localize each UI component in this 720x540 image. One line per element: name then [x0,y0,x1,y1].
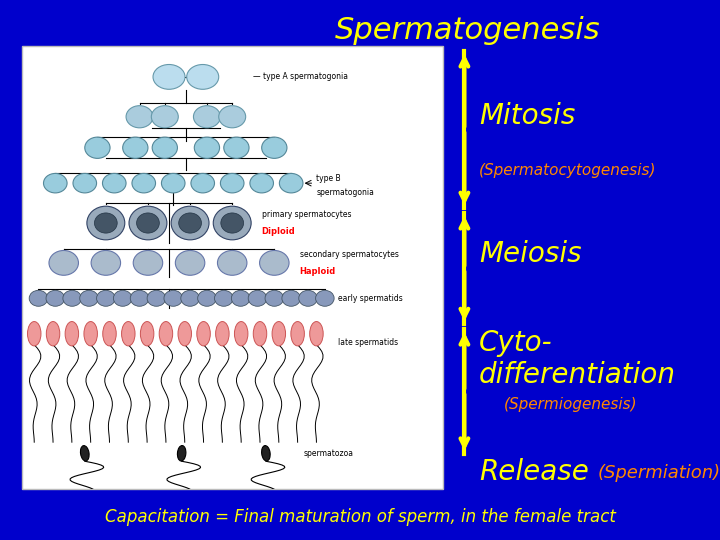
Text: late spermatids: late spermatids [338,338,397,347]
Ellipse shape [310,321,323,346]
Text: Mitosis: Mitosis [479,102,575,130]
Ellipse shape [224,137,249,158]
Ellipse shape [250,173,274,193]
Ellipse shape [194,137,220,158]
Text: spermatozoa: spermatozoa [304,449,354,458]
Ellipse shape [43,173,67,193]
Ellipse shape [114,291,132,306]
Ellipse shape [248,291,266,306]
Ellipse shape [130,291,149,306]
Ellipse shape [94,213,117,233]
Text: Diploid: Diploid [261,227,295,237]
Ellipse shape [260,251,289,275]
Ellipse shape [46,291,65,306]
Text: early spermatids: early spermatids [338,294,402,303]
Ellipse shape [299,291,318,306]
Text: secondary spermatocytes: secondary spermatocytes [300,249,398,259]
Ellipse shape [282,291,300,306]
Ellipse shape [197,321,210,346]
Ellipse shape [191,173,215,193]
Ellipse shape [126,106,153,128]
Ellipse shape [46,321,60,346]
Ellipse shape [49,251,78,275]
Ellipse shape [261,446,270,461]
Ellipse shape [96,291,115,306]
Ellipse shape [231,291,250,306]
Ellipse shape [265,291,284,306]
Ellipse shape [176,251,204,275]
Ellipse shape [73,173,96,193]
Ellipse shape [63,291,81,306]
Text: Capacitation = Final maturation of sperm, in the female tract: Capacitation = Final maturation of sperm… [104,509,616,526]
Text: Release: Release [479,458,589,487]
Ellipse shape [122,321,135,346]
Text: (Spermiogenesis): (Spermiogenesis) [504,397,638,413]
Ellipse shape [133,251,163,275]
Ellipse shape [235,321,248,346]
Ellipse shape [217,251,247,275]
Ellipse shape [186,64,219,89]
Text: (Spermiation): (Spermiation) [598,463,720,482]
Text: Cyto-
differentiation: Cyto- differentiation [479,329,676,389]
Ellipse shape [220,173,244,193]
Ellipse shape [215,291,233,306]
Ellipse shape [159,321,173,346]
Ellipse shape [178,321,192,346]
Ellipse shape [181,291,199,306]
Text: primary spermatocytes: primary spermatocytes [261,210,351,219]
Ellipse shape [84,321,97,346]
Ellipse shape [102,173,126,193]
Ellipse shape [137,213,159,233]
Ellipse shape [80,291,98,306]
Ellipse shape [253,321,266,346]
Ellipse shape [91,251,120,275]
Ellipse shape [291,321,305,346]
Ellipse shape [221,213,243,233]
Ellipse shape [151,106,179,128]
Text: spermatogonia: spermatogonia [317,187,374,197]
Ellipse shape [30,291,48,306]
Text: Spermatogenesis: Spermatogenesis [336,16,600,45]
Text: Haploid: Haploid [300,267,336,276]
Ellipse shape [177,446,186,461]
Ellipse shape [152,137,177,158]
Text: Meiosis: Meiosis [479,240,582,268]
Ellipse shape [129,206,167,240]
Ellipse shape [132,173,156,193]
Ellipse shape [194,106,220,128]
Ellipse shape [272,321,286,346]
Text: type B: type B [317,174,341,183]
Ellipse shape [87,206,125,240]
Ellipse shape [219,106,246,128]
Ellipse shape [315,291,334,306]
Ellipse shape [153,64,185,89]
Ellipse shape [261,137,287,158]
Ellipse shape [81,446,89,461]
Ellipse shape [140,321,154,346]
Ellipse shape [179,213,202,233]
Ellipse shape [122,137,148,158]
Ellipse shape [85,137,110,158]
Bar [22,46,443,489]
Text: (Spermatocytogenesis): (Spermatocytogenesis) [479,163,657,178]
Ellipse shape [279,173,303,193]
Ellipse shape [213,206,251,240]
Ellipse shape [103,321,116,346]
Ellipse shape [198,291,216,306]
Ellipse shape [215,321,229,346]
Ellipse shape [171,206,209,240]
Ellipse shape [164,291,182,306]
Ellipse shape [27,321,41,346]
Ellipse shape [161,173,185,193]
Text: — type A spermatogonia: — type A spermatogonia [253,72,348,82]
Ellipse shape [147,291,166,306]
Ellipse shape [65,321,78,346]
